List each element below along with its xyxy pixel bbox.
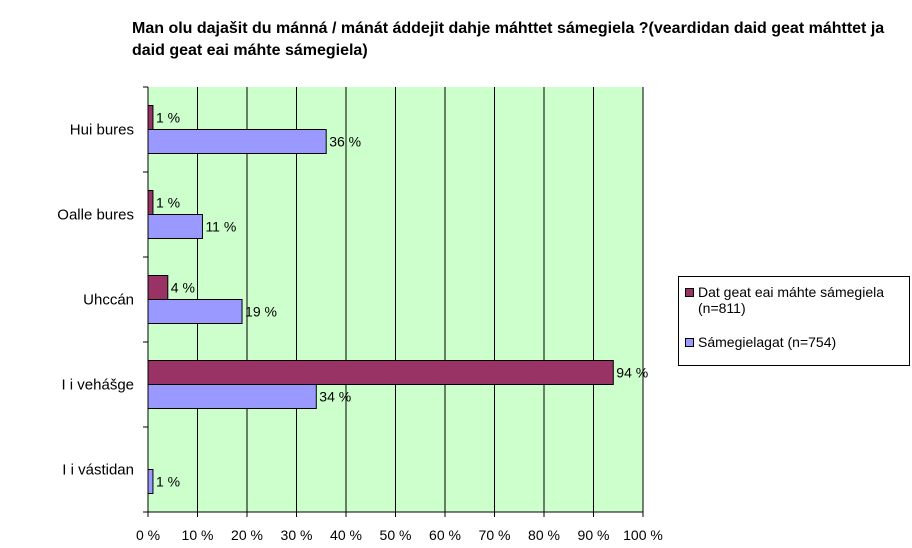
bar-value-label: 34 % xyxy=(319,389,351,405)
x-tick-label: 0 % xyxy=(136,527,160,543)
chart-title: Man olu dajašit du mánná / mánát áddejit… xyxy=(132,20,885,59)
bar xyxy=(147,214,203,239)
x-tick-label: 40 % xyxy=(330,527,362,543)
bar xyxy=(147,190,154,215)
bar xyxy=(147,469,154,494)
bar xyxy=(147,105,154,130)
x-tick-labels: 0 % 10 % 20 % 30 % 40 % 50 % 60 % 70 % 80 % 90 % 1… xyxy=(136,527,663,543)
grid-lines xyxy=(197,87,644,512)
axis-lines xyxy=(143,86,644,517)
category-labels: Hui bures Oalle bures Uhccán I i vehášge I i… xyxy=(57,122,134,479)
x-tick-label: 60 % xyxy=(429,527,461,543)
x-tick-label: 90 % xyxy=(578,527,610,543)
legend-swatch-series-1 xyxy=(685,288,694,297)
x-tick-label: 10 % xyxy=(182,527,214,543)
bar-value-label: 19 % xyxy=(245,304,277,320)
bar-value-label: 1 % xyxy=(156,110,180,126)
bar xyxy=(147,299,243,324)
bar-value-label: 4 % xyxy=(171,280,195,296)
category-label: I i vástidan xyxy=(62,462,134,479)
category-label: Oalle bures xyxy=(57,207,134,224)
bar-value-label: 1 % xyxy=(156,195,180,211)
legend: Dat geat eai máhte sámegiela (n=811) Sám… xyxy=(678,276,910,366)
legend-label-series-1: Dat geat eai máhte sámegiela (n=811) xyxy=(698,284,884,316)
category-label: Hui bures xyxy=(70,122,134,139)
bar xyxy=(147,275,169,300)
bar-value-label: 94 % xyxy=(616,365,648,381)
bar xyxy=(147,360,614,385)
x-tick-label: 80 % xyxy=(528,527,560,543)
bar-labels: 1 % 36 % 1 % 11 % 4 % 19 % 94 % 34 % 1 % xyxy=(156,110,648,490)
category-label: Uhccán xyxy=(83,292,134,309)
bar xyxy=(147,129,327,154)
x-tick-label: 50 % xyxy=(380,527,412,543)
bar-value-label: 36 % xyxy=(329,134,361,150)
legend-swatch-series-2 xyxy=(685,338,694,347)
bar-value-label: 1 % xyxy=(156,474,180,490)
x-tick-label: 20 % xyxy=(231,527,263,543)
x-tick-label: 100 % xyxy=(623,527,663,543)
bar-value-label: 11 % xyxy=(205,219,236,235)
x-tick-label: 70 % xyxy=(479,527,511,543)
category-label: I i vehášge xyxy=(61,377,134,394)
legend-label-series-2: Sámegielagat (n=754) xyxy=(698,334,837,350)
bar xyxy=(147,384,317,409)
x-tick-label: 30 % xyxy=(281,527,313,543)
